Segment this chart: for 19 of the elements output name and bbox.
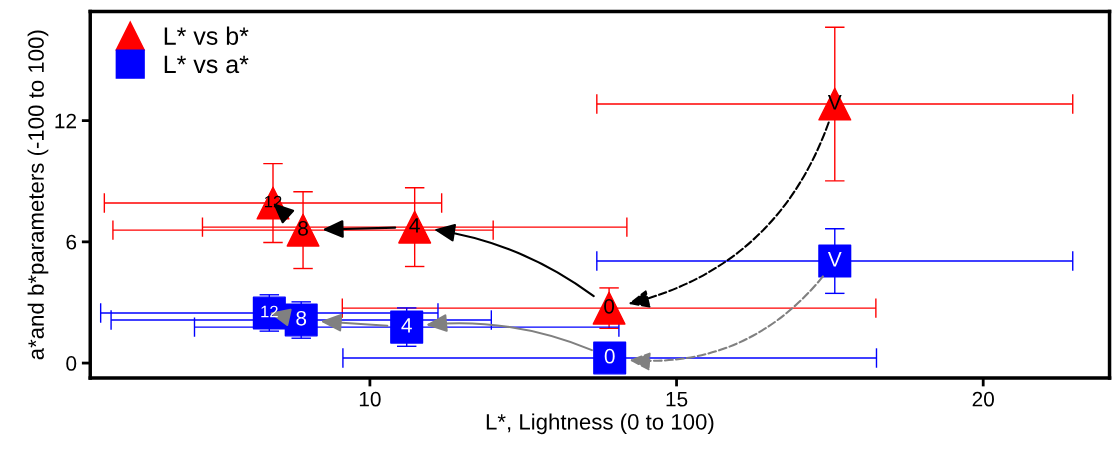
y-tick-label: 6 xyxy=(66,234,77,250)
y-axis-title: a*and b*parameters (-100 to 100) xyxy=(27,30,49,360)
annotation: V xyxy=(827,252,842,267)
legend-label: L* vs a* xyxy=(164,55,249,74)
annotation: 0 xyxy=(604,348,615,364)
x-tick-label: 10 xyxy=(359,391,381,407)
annotation: 0 xyxy=(604,298,615,314)
annotation: 4 xyxy=(401,318,412,333)
x-axis-title: L*, Lightness (0 to 100) xyxy=(486,413,714,435)
legend-label: L* vs b* xyxy=(164,26,249,45)
annotation: V xyxy=(827,95,842,110)
annotation: 4 xyxy=(409,218,420,233)
y-tick-label: 12 xyxy=(55,113,76,129)
annotation: 8 xyxy=(296,310,307,326)
x-tick-label: 15 xyxy=(666,391,688,407)
annotation: 8 xyxy=(298,220,308,236)
y-tick-label: 0 xyxy=(66,356,77,371)
x-tick-label: 20 xyxy=(972,391,994,407)
annotation: 12 xyxy=(261,305,278,318)
